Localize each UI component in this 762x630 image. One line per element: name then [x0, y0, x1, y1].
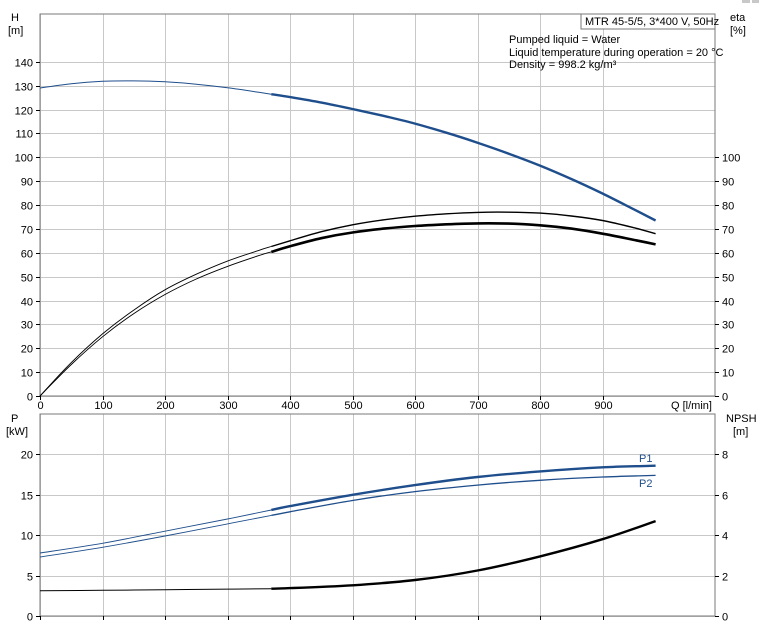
- top-ytick-label: 10: [21, 368, 33, 380]
- bottom-y2label-line1: NPSH: [726, 413, 757, 425]
- bottom-y2tick-label: 2: [722, 572, 728, 584]
- top-ytick-label: 60: [21, 249, 33, 261]
- top-y2label-line2: [%]: [730, 25, 746, 37]
- top-ytick-label: 20: [21, 344, 33, 356]
- bottom-ytick-label: 10: [21, 531, 33, 543]
- top-xtick-label: 500: [344, 400, 362, 412]
- bottom-ytick-label: 5: [27, 572, 33, 584]
- bottom-y2tick-label: 0: [722, 612, 728, 624]
- top-ytick-label: 0: [27, 392, 33, 404]
- top-ytick-label: 130: [15, 82, 33, 94]
- bottom-plot-frame: [39, 413, 716, 617]
- bottom-curves: [39, 464, 656, 592]
- top-y2label-line1: eta: [730, 12, 746, 24]
- top-y2tick-label: 100: [722, 153, 740, 165]
- top-y2tick-label: 70: [722, 225, 734, 237]
- top-xtick-label: 200: [156, 400, 174, 412]
- top-curves: [39, 80, 657, 397]
- top-ytick-label: 30: [21, 320, 33, 332]
- power-p2-curve-low-flow: [39, 514, 272, 558]
- top-ytick-label: 120: [15, 106, 33, 118]
- series-label-p1: P1: [639, 453, 652, 465]
- head-curve-operating: [271, 93, 657, 222]
- note-density: Density = 998.2 kg/m³: [509, 59, 617, 71]
- top-ytick-label: 100: [15, 153, 33, 165]
- top-ylabel-line2: [m]: [8, 25, 23, 37]
- top-y2tick-label: 20: [722, 344, 734, 356]
- top-xtick-label: 800: [531, 400, 549, 412]
- chart-title: MTR 45-5/5, 3*400 V, 50Hz: [585, 16, 719, 28]
- top-xtick-label: 0: [37, 400, 43, 412]
- npsh-curve-low-flow: [39, 588, 272, 592]
- top-ytick-label: 70: [21, 225, 33, 237]
- bottom-ytick-label: 0: [27, 612, 33, 624]
- power-p1-curve-low-flow: [39, 509, 272, 554]
- bottom-y2tick-label: 4: [722, 531, 728, 543]
- top-ytick-label: 90: [21, 177, 33, 189]
- bottom-ylabel-line1: P: [11, 413, 18, 425]
- top-xtick-label: 400: [281, 400, 299, 412]
- top-xlabel: Q [l/min]: [671, 400, 712, 412]
- bottom-ytick-label: 20: [21, 450, 33, 462]
- top-y2tick-label: 40: [722, 297, 734, 309]
- top-y2tick-label: 30: [722, 320, 734, 332]
- top-ytick-label: 50: [21, 273, 33, 285]
- bottom-y2label-line2: [m]: [733, 426, 748, 438]
- power-p1-curve-operating: [271, 464, 656, 512]
- eta-lower-curve-low-flow: [39, 251, 272, 397]
- top-tick-labels: 0 100 200 300 400 500 600 700 800 900010203040506…: [15, 58, 741, 413]
- corner-icon: [742, 0, 759, 3]
- top-xtick-label: 100: [94, 400, 112, 412]
- top-xtick-label: 700: [469, 400, 487, 412]
- note-liquid-temperature: Liquid temperature during operation = 20…: [509, 47, 724, 59]
- top-ytick-label: 40: [21, 297, 33, 309]
- bottom-ytick-label: 15: [21, 491, 33, 503]
- npsh-curve-operating: [271, 519, 656, 590]
- bottom-ylabel-line2: [kW]: [6, 426, 28, 438]
- note-pumped-liquid: Pumped liquid = Water: [509, 34, 621, 46]
- top-ytick-label: 140: [15, 58, 33, 70]
- top-xtick-label: 300: [219, 400, 237, 412]
- top-y2tick-label: 0: [722, 392, 728, 404]
- chart-title-box: [580, 13, 716, 30]
- eta-upper-curve-operating: [271, 211, 656, 248]
- top-xtick-label: 900: [594, 400, 612, 412]
- power-p2-curve-operating: [271, 474, 656, 517]
- bottom-tick-labels: 0 5 10 15 20 0 2 4 6 8: [21, 450, 728, 624]
- top-y2tick-label: 50: [722, 273, 734, 285]
- bottom-y2tick-label: 6: [722, 491, 728, 503]
- bottom-y2tick-label: 8: [722, 450, 728, 462]
- top-y2tick-label: 10: [722, 368, 734, 380]
- top-grid: [40, 14, 715, 397]
- top-y2tick-label: 90: [722, 177, 734, 189]
- bottom-grid: [40, 414, 715, 617]
- eta-lower-curve-operating: [270, 222, 656, 254]
- top-xtick-label: 600: [406, 400, 424, 412]
- top-ytick-label: 80: [21, 201, 33, 213]
- head-curve-low-flow: [39, 80, 272, 95]
- top-y2tick-label: 60: [722, 249, 734, 261]
- top-ytick-label: 110: [15, 129, 33, 141]
- top-ylabel-line1: H: [11, 12, 19, 24]
- series-label-p2: P2: [639, 478, 652, 490]
- top-y2tick-label: 80: [722, 201, 734, 213]
- eta-upper-curve-low-flow: [39, 246, 272, 397]
